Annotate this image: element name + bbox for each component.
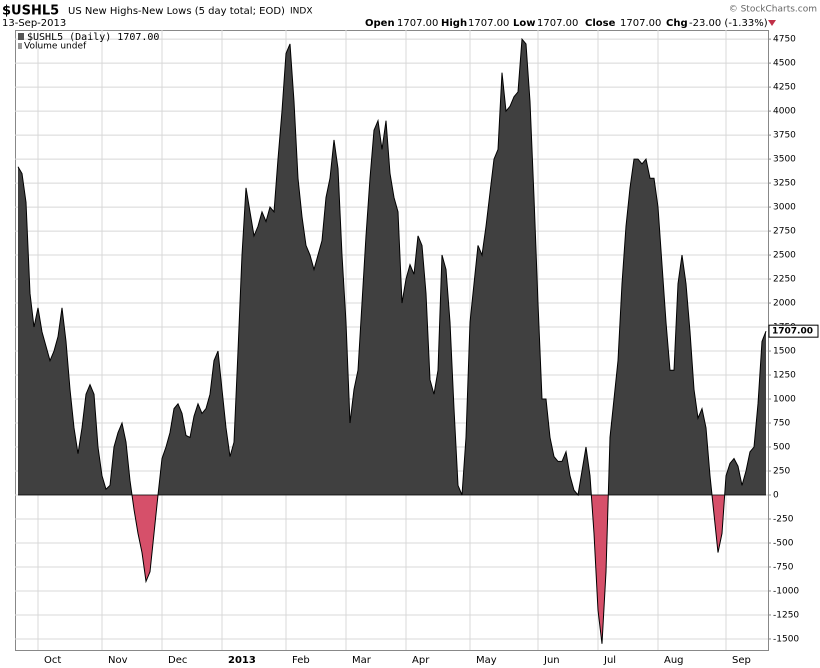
y-tick-label: 1250: [773, 371, 796, 381]
last-label-box: [768, 324, 819, 338]
low-label: Low: [513, 18, 535, 29]
y-tick-label: 3250: [773, 179, 796, 189]
y-tick-label: -1000: [773, 586, 799, 596]
y-tick-label: 2750: [773, 227, 796, 237]
x-tick-label: Nov: [108, 655, 128, 666]
x-tick-label: Sep: [732, 655, 751, 666]
y-tick-label: 4250: [773, 83, 796, 93]
legend: $USHL5 (Daily) 1707.00: [27, 32, 159, 43]
y-tick-label: 3500: [773, 155, 796, 165]
x-tick-label: Mar: [352, 655, 372, 666]
last-label: 1707.00: [772, 327, 813, 337]
y-tick-label: 2500: [773, 251, 796, 261]
down-arrow: [768, 20, 776, 26]
x-tick-label: Jul: [603, 655, 616, 666]
y-tick-label: 250: [773, 467, 790, 477]
x-tick-label: Feb: [292, 655, 310, 666]
watermark: © StockCharts.com: [729, 5, 817, 15]
y-tick-label: 1000: [773, 395, 796, 405]
low: 1707.00: [537, 18, 578, 29]
y-tick-label: 1500: [773, 347, 796, 357]
x-tick-label: May: [476, 655, 497, 666]
x-tick-label: Jun: [543, 655, 560, 666]
date: 13-Sep-2013: [2, 18, 66, 29]
y-tick-label: -750: [773, 562, 794, 572]
y-tick-label: -1250: [773, 610, 799, 620]
x-tick-label: Apr: [412, 655, 430, 666]
symbol: $USHL5: [2, 4, 59, 19]
y-tick-label: 3000: [773, 203, 796, 213]
y-tick-label: 3750: [773, 131, 796, 141]
y-tick-label: 750: [773, 419, 790, 429]
high: 1707.00: [468, 18, 509, 29]
high-label: High: [441, 18, 467, 29]
series-line: [17, 37, 767, 644]
y-tick-label: 4500: [773, 59, 796, 69]
open-label: Open: [365, 18, 395, 29]
y-tick-label: 4000: [773, 107, 796, 117]
open: 1707.00: [397, 18, 438, 29]
y-tick-label: 2000: [773, 299, 796, 309]
positive-area: [18, 39, 766, 495]
x-tick-label: 2013: [228, 655, 256, 666]
exchange: INDX: [290, 7, 312, 17]
x-tick-label: Aug: [664, 655, 684, 666]
chg-label: Chg: [666, 18, 688, 29]
close: 1707.00: [620, 18, 661, 29]
y-tick-label: 0: [773, 491, 779, 501]
y-tick-label: 4750: [773, 35, 796, 45]
chg: -23.00 (-1.33%): [689, 18, 768, 29]
volume-icon: [18, 43, 22, 49]
chart-title: US New Highs-New Lows (5 day total; EOD): [68, 6, 285, 17]
y-tick-label: -250: [773, 514, 794, 524]
y-tick-label: 500: [773, 443, 790, 453]
close-label: Close: [585, 18, 616, 29]
legend-swatch: [18, 33, 24, 40]
y-tick-label: 2250: [773, 275, 796, 285]
x-tick-label: Oct: [44, 655, 61, 666]
x-tick-label: Dec: [168, 655, 187, 666]
y-tick-label: -500: [773, 538, 794, 548]
volume-note: Volume undef: [24, 42, 87, 52]
y-tick-label: -1500: [773, 634, 799, 644]
